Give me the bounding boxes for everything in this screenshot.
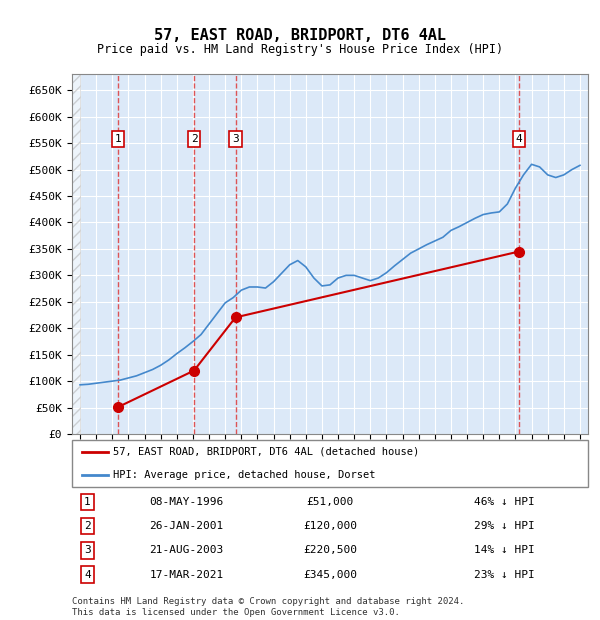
Text: 4: 4 [515, 134, 522, 144]
Text: HPI: Average price, detached house, Dorset: HPI: Average price, detached house, Dors… [113, 470, 376, 480]
Text: 2: 2 [84, 521, 91, 531]
Text: £120,000: £120,000 [303, 521, 357, 531]
Text: 26-JAN-2001: 26-JAN-2001 [149, 521, 224, 531]
Text: 29% ↓ HPI: 29% ↓ HPI [475, 521, 535, 531]
Text: 08-MAY-1996: 08-MAY-1996 [149, 497, 224, 507]
Text: 1: 1 [115, 134, 121, 144]
FancyBboxPatch shape [72, 440, 588, 487]
Text: Contains HM Land Registry data © Crown copyright and database right 2024.
This d: Contains HM Land Registry data © Crown c… [72, 598, 464, 617]
Text: 46% ↓ HPI: 46% ↓ HPI [475, 497, 535, 507]
Text: 3: 3 [232, 134, 239, 144]
Text: 4: 4 [84, 570, 91, 580]
Text: 57, EAST ROAD, BRIDPORT, DT6 4AL: 57, EAST ROAD, BRIDPORT, DT6 4AL [154, 28, 446, 43]
Text: 57, EAST ROAD, BRIDPORT, DT6 4AL (detached house): 57, EAST ROAD, BRIDPORT, DT6 4AL (detach… [113, 447, 419, 457]
Text: £220,500: £220,500 [303, 546, 357, 556]
Text: Price paid vs. HM Land Registry's House Price Index (HPI): Price paid vs. HM Land Registry's House … [97, 43, 503, 56]
Text: 17-MAR-2021: 17-MAR-2021 [149, 570, 224, 580]
Text: 1: 1 [84, 497, 91, 507]
Text: £345,000: £345,000 [303, 570, 357, 580]
Text: 2: 2 [191, 134, 197, 144]
Text: 23% ↓ HPI: 23% ↓ HPI [475, 570, 535, 580]
Text: 21-AUG-2003: 21-AUG-2003 [149, 546, 224, 556]
Text: 3: 3 [84, 546, 91, 556]
Text: 14% ↓ HPI: 14% ↓ HPI [475, 546, 535, 556]
Text: £51,000: £51,000 [307, 497, 353, 507]
